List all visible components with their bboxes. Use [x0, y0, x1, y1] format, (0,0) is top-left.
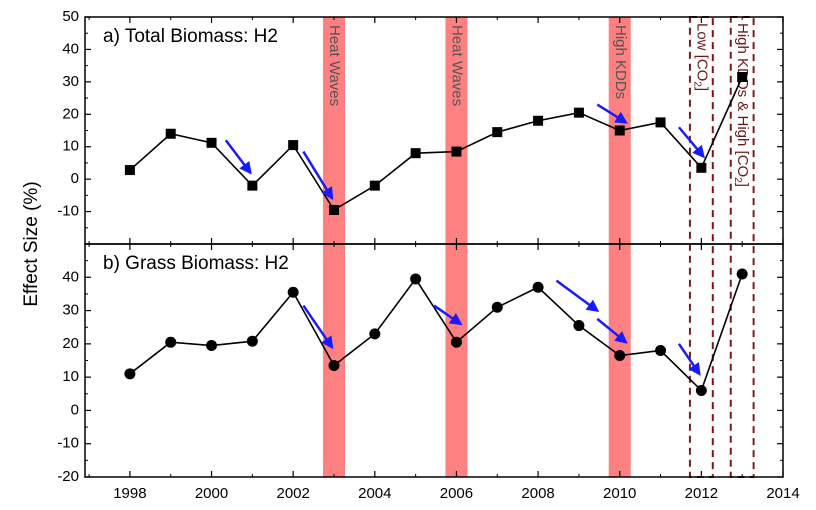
data-point [410, 273, 422, 285]
trend-arrow [555, 279, 600, 313]
trend-arrow [677, 343, 701, 376]
box-label-tail: ] [734, 183, 751, 187]
y-tick-label: 50 [62, 8, 79, 25]
data-point [532, 281, 544, 293]
y-axis-label: Effect Size (%) [21, 181, 42, 306]
y-tick-label: 40 [62, 40, 79, 57]
y-tick-label: -10 [57, 203, 79, 220]
plot-frame [84, 243, 784, 478]
panel-a: -10 0 10 20 30 40 50 a) Total Biomass: H2 [57, 8, 784, 245]
panel-b: -20 -10 0 10 20 30 40 b) Grass Biomass: H2 [57, 243, 784, 485]
y-tick-label: 30 [62, 302, 79, 319]
y-tick-label: 0 [71, 401, 79, 418]
data-point [206, 137, 217, 148]
x-tick-label: 2000 [195, 485, 228, 502]
data-point [655, 117, 666, 128]
series-line [129, 273, 743, 392]
panel-title: b) Grass Biomass: H2 [103, 253, 289, 274]
y-tick-label: -10 [57, 435, 79, 452]
plot-frame [84, 16, 784, 245]
series-line [129, 76, 743, 212]
y-tick-label: 10 [62, 138, 79, 155]
y-tick-label: 40 [62, 268, 79, 285]
band-label: Heat Waves [448, 25, 465, 106]
y-tick-label: 30 [62, 73, 79, 90]
x-tick-label: 2010 [603, 485, 636, 502]
data-point [696, 162, 707, 173]
data-point [206, 340, 218, 352]
box-label: Low [CO2] [692, 23, 711, 91]
y-tick-label: 10 [62, 368, 79, 385]
box-label: High KDDs & High [CO2] [733, 23, 752, 187]
y-tick-label: 20 [62, 335, 79, 352]
x-tick-label: 2012 [685, 485, 718, 502]
y-tick-label: 0 [71, 170, 79, 187]
data-point [165, 336, 177, 348]
data-point [247, 180, 258, 191]
x-tick-label: 2014 [766, 485, 799, 502]
trend-arrow [596, 317, 628, 344]
dashed-boxes: Low [CO2] High KDDs & High [CO2] [688, 16, 755, 478]
data-point [451, 146, 462, 157]
trend-arrow [224, 139, 252, 175]
data-point [573, 320, 585, 332]
shaded-bands: Heat Waves Heat Waves High KDDs [322, 17, 631, 477]
data-point [287, 286, 299, 298]
data-point [165, 128, 176, 139]
trend-arrow [433, 304, 463, 326]
x-tick-label: 2004 [358, 485, 391, 502]
y-tick-label: 20 [62, 105, 79, 122]
trend-arrow [302, 150, 334, 201]
panel-title: a) Total Biomass: H2 [103, 26, 278, 47]
trend-arrow [677, 126, 706, 159]
data-point [491, 301, 503, 313]
data-point [246, 335, 258, 347]
data-point [450, 336, 462, 348]
data-point [492, 127, 503, 138]
x-tick-label: 1998 [113, 485, 146, 502]
data-point [369, 180, 380, 191]
x-tick-label: 2006 [440, 485, 473, 502]
trend-arrow [302, 304, 334, 350]
band-label: High KDDs [612, 25, 629, 99]
data-point [614, 350, 626, 362]
x-tick-label: 2008 [521, 485, 554, 502]
box-label-tail: ] [693, 87, 710, 91]
data-point [736, 268, 748, 280]
data-point [124, 368, 136, 380]
data-point [410, 148, 421, 159]
data-point [655, 345, 667, 357]
data-point [533, 115, 544, 126]
y-tick-label: -20 [57, 468, 79, 485]
box-label-subscript: 2 [733, 177, 744, 183]
data-point [328, 204, 339, 215]
data-point [573, 107, 584, 118]
x-tick-label: 2002 [276, 485, 309, 502]
data-point [369, 328, 381, 340]
data-point [288, 140, 299, 151]
data-point [328, 359, 340, 371]
box-label-main: High KDDs & High [CO [734, 23, 751, 177]
trend-arrow [596, 103, 628, 124]
data-point [737, 71, 748, 82]
box-label-main: Low [CO [693, 23, 710, 81]
band-label: Heat Waves [326, 25, 343, 106]
data-point [124, 165, 135, 176]
data-point [614, 125, 625, 136]
box-label-subscript: 2 [692, 81, 703, 87]
data-point [695, 384, 707, 396]
